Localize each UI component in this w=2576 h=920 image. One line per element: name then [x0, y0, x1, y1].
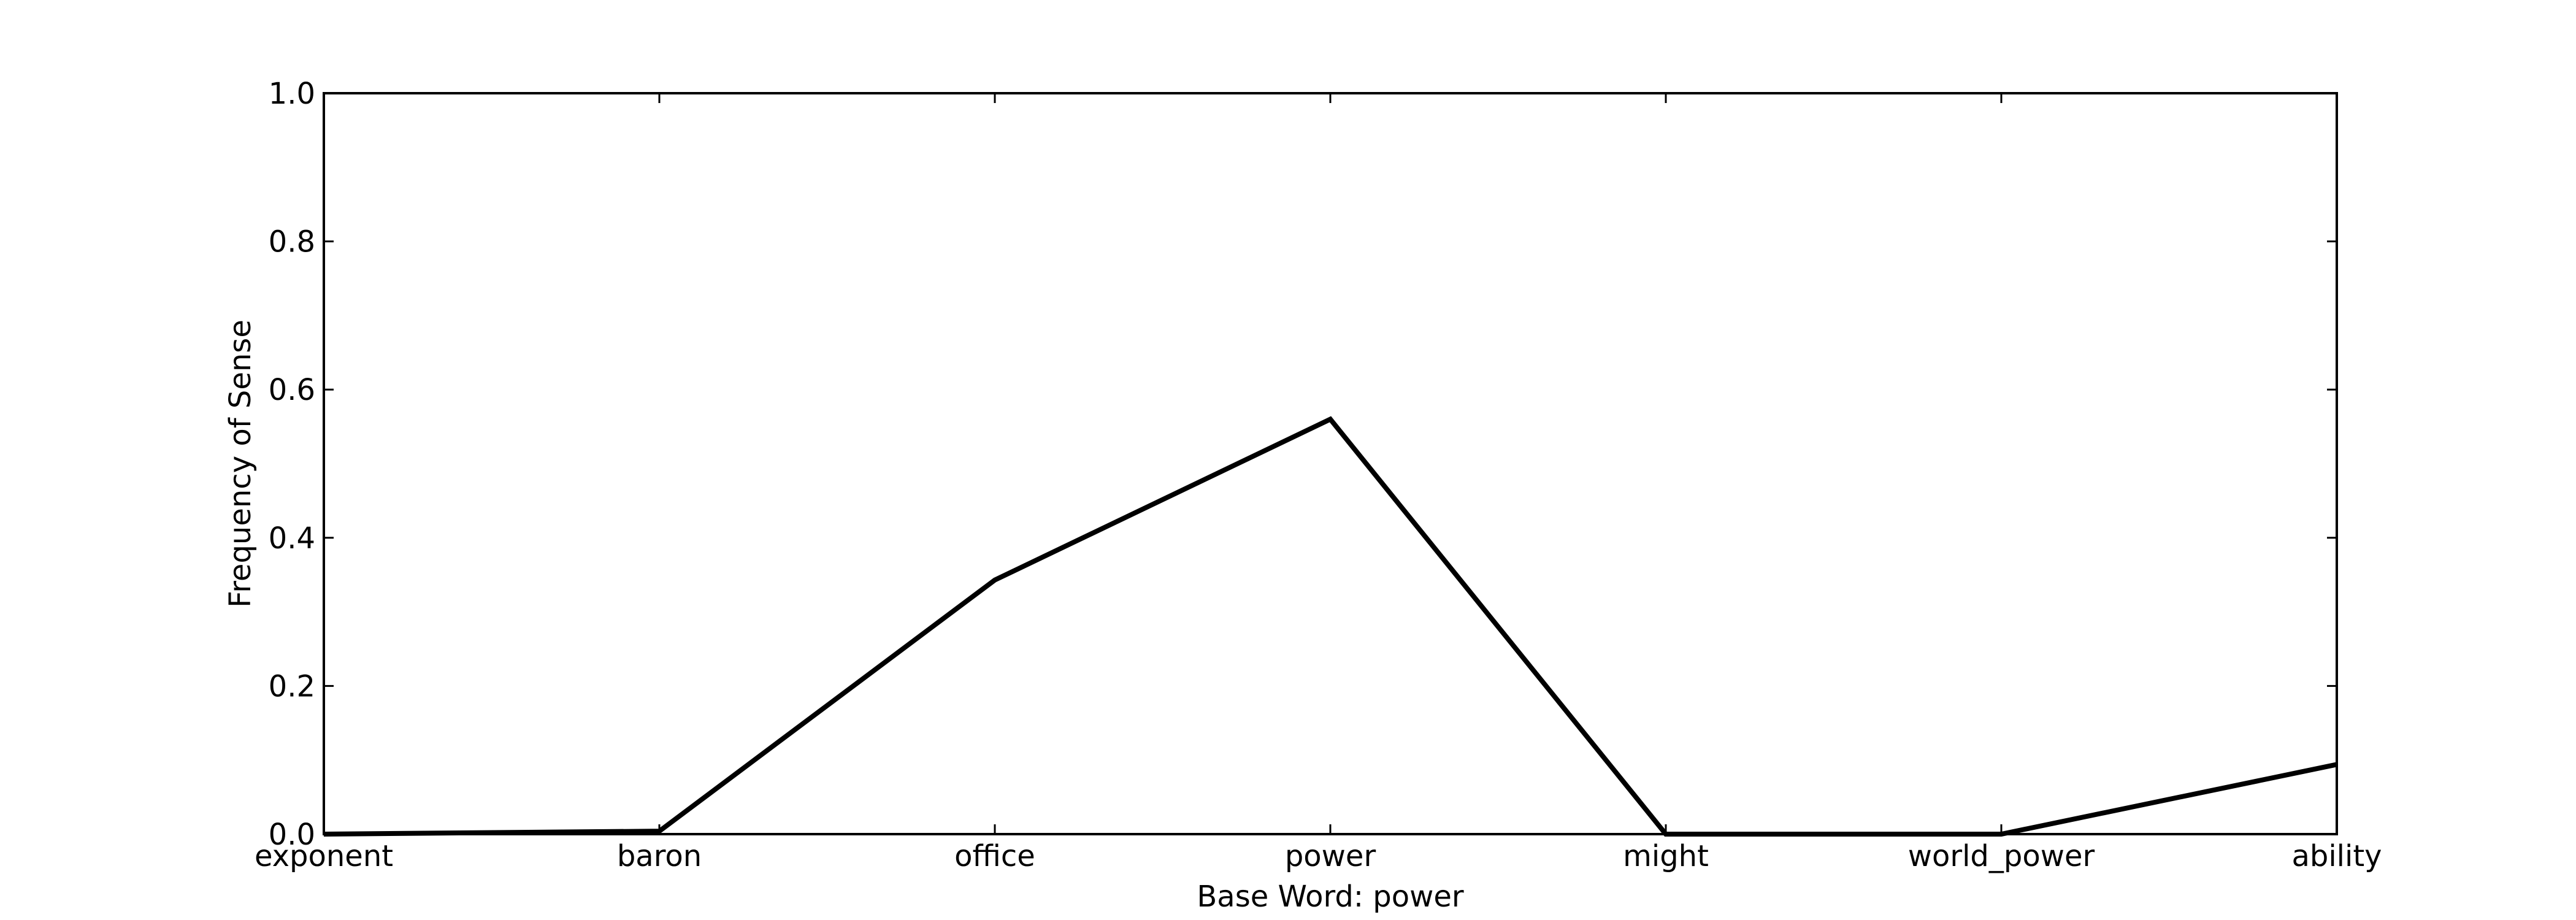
plot-frame: [323, 92, 2338, 835]
y-tick-label: 0.8: [269, 225, 315, 259]
y-tick-label: 0.0: [269, 818, 315, 852]
series-line-0: [323, 416, 2337, 837]
x-tick-label: exponent: [255, 839, 393, 873]
y-tick-label: 0.2: [269, 669, 315, 703]
x-axis-label: Base Word: power: [1197, 880, 1464, 914]
x-axis-ticks: exponent baron office power might world_power…: [255, 93, 2382, 873]
x-tick-label: office: [954, 839, 1035, 873]
y-axis-label: Frequency of Sense: [223, 320, 258, 608]
x-tick-label: might: [1623, 839, 1709, 873]
y-tick-label: 0.4: [269, 521, 315, 556]
y-tick-label: 0.6: [269, 373, 315, 407]
y-axis-ticks: 0.0 0.2 0.4 0.6 0.8 1.0: [269, 77, 2337, 852]
series-layer: [323, 416, 2337, 837]
y-tick-label: 1.0: [269, 77, 315, 111]
x-tick-label: world_power: [1908, 839, 2095, 873]
x-tick-label: ability: [2291, 839, 2382, 873]
x-tick-label: power: [1285, 839, 1376, 873]
x-tick-label: baron: [617, 839, 702, 873]
